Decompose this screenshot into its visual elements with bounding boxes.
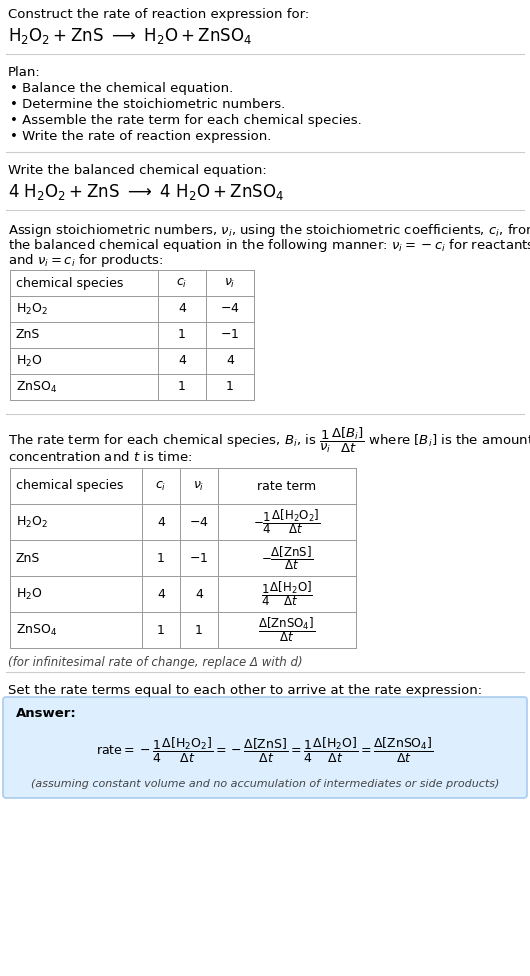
Text: $\mathrm{ZnSO_4}$: $\mathrm{ZnSO_4}$ (16, 380, 57, 394)
Text: • Write the rate of reaction expression.: • Write the rate of reaction expression. (10, 130, 271, 143)
Text: 4: 4 (157, 515, 165, 528)
Text: concentration and $t$ is time:: concentration and $t$ is time: (8, 450, 192, 464)
Text: $-1$: $-1$ (189, 551, 209, 564)
Text: $\mathrm{ZnSO_4}$: $\mathrm{ZnSO_4}$ (16, 623, 57, 637)
Text: $-1$: $-1$ (220, 329, 240, 342)
Text: $c_i$: $c_i$ (155, 479, 166, 493)
Text: $\mathrm{H_2O}$: $\mathrm{H_2O}$ (16, 353, 42, 369)
Text: Assign stoichiometric numbers, $\nu_i$, using the stoichiometric coefficients, $: Assign stoichiometric numbers, $\nu_i$, … (8, 222, 530, 239)
Text: (for infinitesimal rate of change, replace Δ with d): (for infinitesimal rate of change, repla… (8, 656, 303, 669)
Text: $-\dfrac{\Delta[\mathrm{ZnS}]}{\Delta t}$: $-\dfrac{\Delta[\mathrm{ZnS}]}{\Delta t}… (261, 545, 313, 572)
Text: 4: 4 (226, 354, 234, 368)
Text: 4: 4 (195, 588, 203, 600)
Text: $c_i$: $c_i$ (176, 276, 188, 290)
Text: 4: 4 (157, 588, 165, 600)
Text: chemical species: chemical species (16, 479, 123, 493)
Text: 1: 1 (157, 624, 165, 636)
Text: $\mathrm{H_2O_2 + ZnS\ {\longrightarrow}\ H_2O + ZnSO_4}$: $\mathrm{H_2O_2 + ZnS\ {\longrightarrow}… (8, 26, 252, 46)
Text: 1: 1 (178, 381, 186, 393)
Text: $\nu_i$: $\nu_i$ (224, 276, 236, 290)
Text: $\nu_i$: $\nu_i$ (193, 479, 205, 493)
Text: 4: 4 (178, 354, 186, 368)
Text: 4: 4 (178, 303, 186, 315)
Text: chemical species: chemical species (16, 276, 123, 290)
Text: 1: 1 (178, 329, 186, 342)
Text: • Determine the stoichiometric numbers.: • Determine the stoichiometric numbers. (10, 98, 285, 111)
Text: and $\nu_i = c_i$ for products:: and $\nu_i = c_i$ for products: (8, 252, 164, 269)
Text: 1: 1 (157, 551, 165, 564)
Text: Construct the rate of reaction expression for:: Construct the rate of reaction expressio… (8, 8, 309, 21)
Text: ZnS: ZnS (16, 329, 40, 342)
Text: $-4$: $-4$ (220, 303, 240, 315)
Text: $-\dfrac{1}{4}\dfrac{\Delta[\mathrm{H_2O_2}]}{\Delta t}$: $-\dfrac{1}{4}\dfrac{\Delta[\mathrm{H_2O… (253, 508, 321, 537)
Text: 1: 1 (195, 624, 203, 636)
Text: The rate term for each chemical species, $B_i$, is $\dfrac{1}{\nu_i}\dfrac{\Delt: The rate term for each chemical species,… (8, 426, 530, 456)
Text: $\mathrm{4\ H_2O_2 + ZnS\ {\longrightarrow}\ 4\ H_2O + ZnSO_4}$: $\mathrm{4\ H_2O_2 + ZnS\ {\longrightarr… (8, 182, 284, 202)
Text: the balanced chemical equation in the following manner: $\nu_i = -c_i$ for react: the balanced chemical equation in the fo… (8, 237, 530, 254)
Text: $-4$: $-4$ (189, 515, 209, 528)
Text: Write the balanced chemical equation:: Write the balanced chemical equation: (8, 164, 267, 177)
Text: $\mathrm{rate} = -\dfrac{1}{4}\dfrac{\Delta[\mathrm{H_2O_2}]}{\Delta t} = -\dfra: $\mathrm{rate} = -\dfrac{1}{4}\dfrac{\De… (96, 736, 434, 764)
Text: $\mathrm{H_2O_2}$: $\mathrm{H_2O_2}$ (16, 514, 48, 530)
Text: $\dfrac{1}{4}\dfrac{\Delta[\mathrm{H_2O}]}{\Delta t}$: $\dfrac{1}{4}\dfrac{\Delta[\mathrm{H_2O}… (261, 580, 313, 608)
Text: 1: 1 (226, 381, 234, 393)
Text: $\mathrm{H_2O}$: $\mathrm{H_2O}$ (16, 587, 42, 601)
Text: • Assemble the rate term for each chemical species.: • Assemble the rate term for each chemic… (10, 114, 362, 127)
Text: $\mathrm{H_2O_2}$: $\mathrm{H_2O_2}$ (16, 302, 48, 316)
Text: Set the rate terms equal to each other to arrive at the rate expression:: Set the rate terms equal to each other t… (8, 684, 482, 697)
Text: Plan:: Plan: (8, 66, 41, 79)
Text: Answer:: Answer: (16, 707, 77, 720)
Text: • Balance the chemical equation.: • Balance the chemical equation. (10, 82, 233, 95)
Text: ZnS: ZnS (16, 551, 40, 564)
Text: $\dfrac{\Delta[\mathrm{ZnSO_4}]}{\Delta t}$: $\dfrac{\Delta[\mathrm{ZnSO_4}]}{\Delta … (259, 616, 315, 644)
FancyBboxPatch shape (3, 697, 527, 798)
Text: rate term: rate term (258, 479, 316, 493)
Text: (assuming constant volume and no accumulation of intermediates or side products): (assuming constant volume and no accumul… (31, 779, 499, 789)
